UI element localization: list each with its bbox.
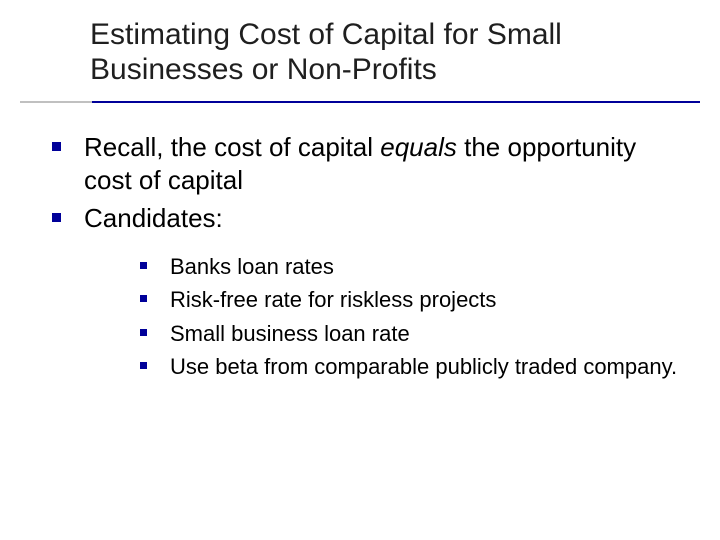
text-run: Recall, the cost of capital [84, 132, 380, 162]
square-bullet-icon [140, 286, 170, 302]
list-item: Candidates: [40, 202, 680, 235]
list-item: Use beta from comparable publicly traded… [140, 353, 680, 381]
list-item-text: Risk-free rate for riskless projects [170, 286, 496, 314]
list-item-text: Banks loan rates [170, 253, 334, 281]
list-item: Recall, the cost of capital equals the o… [40, 131, 680, 196]
underline-row [20, 101, 700, 103]
page-title: Estimating Cost of Capital for Small Bus… [90, 18, 680, 87]
square-bullet-icon [140, 253, 170, 269]
square-bullet-icon [40, 202, 84, 222]
sub-list: Banks loan rates Risk-free rate for risk… [40, 241, 680, 381]
list-item-text: Small business loan rate [170, 320, 410, 348]
underline-segment-dark [92, 101, 700, 103]
slide: Estimating Cost of Capital for Small Bus… [0, 0, 720, 540]
square-bullet-icon [140, 353, 170, 369]
title-block: Estimating Cost of Capital for Small Bus… [0, 0, 720, 95]
list-item-text: Use beta from comparable publicly traded… [170, 353, 677, 381]
list-item: Small business loan rate [140, 320, 680, 348]
text-run-italic: equals [380, 132, 457, 162]
square-bullet-icon [40, 131, 84, 151]
list-item: Risk-free rate for riskless projects [140, 286, 680, 314]
square-bullet-icon [140, 320, 170, 336]
title-underline [20, 101, 700, 103]
list-item-text: Recall, the cost of capital equals the o… [84, 131, 680, 196]
list-item-text: Candidates: [84, 202, 223, 235]
text-run: Candidates: [84, 203, 223, 233]
list-item: Banks loan rates [140, 253, 680, 281]
underline-segment-light [20, 101, 92, 103]
body-block: Recall, the cost of capital equals the o… [0, 103, 720, 381]
